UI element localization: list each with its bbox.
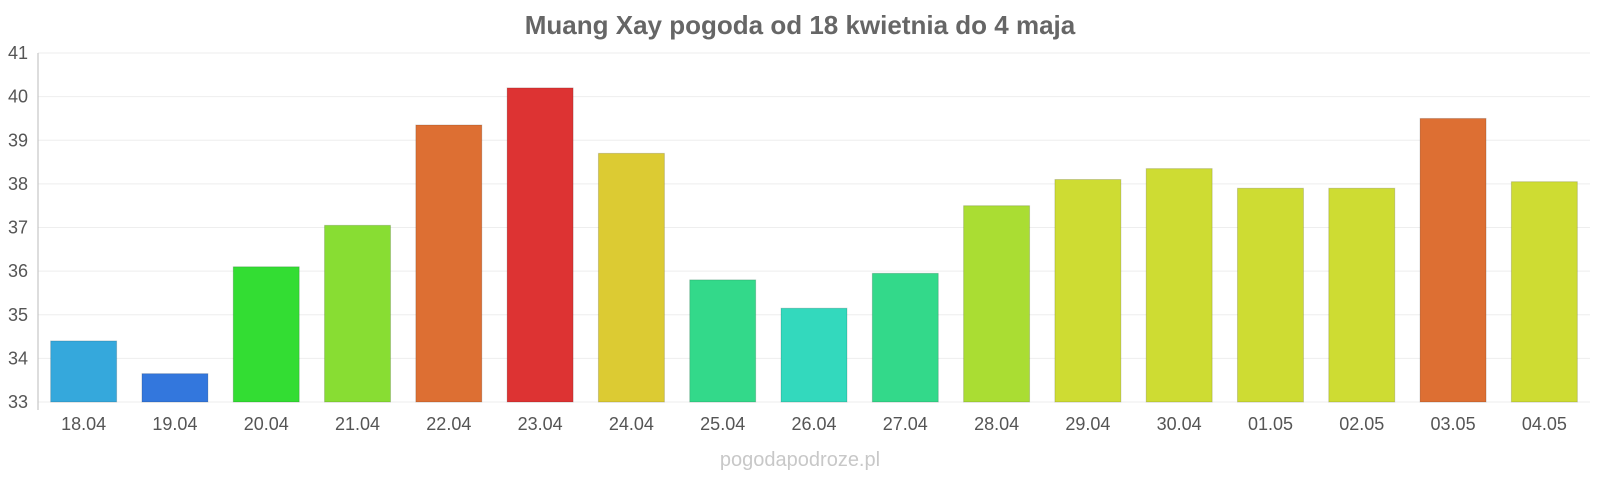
y-tick-label: 41	[8, 43, 28, 63]
bar	[1419, 117, 1487, 403]
bar	[1145, 168, 1213, 403]
x-tick-label: 02.05	[1339, 414, 1384, 434]
bar	[506, 87, 574, 403]
bar	[415, 124, 483, 403]
x-tick-label: 03.05	[1431, 414, 1476, 434]
y-tick-label: 38	[8, 174, 28, 194]
bar	[232, 266, 300, 403]
bar	[963, 205, 1031, 403]
x-tick-label: 25.04	[700, 414, 745, 434]
bar	[50, 340, 118, 403]
x-tick-label: 23.04	[518, 414, 563, 434]
x-tick-label: 26.04	[791, 414, 836, 434]
bar	[597, 152, 665, 403]
y-tick-label: 37	[8, 218, 28, 238]
bar	[1236, 187, 1304, 403]
x-tick-label: 04.05	[1522, 414, 1567, 434]
bar	[780, 307, 848, 403]
x-tick-label: 28.04	[974, 414, 1019, 434]
bar	[689, 279, 757, 403]
x-tick-label: 27.04	[883, 414, 928, 434]
watermark: pogodapodroze.pl	[719, 449, 881, 471]
y-tick-label: 39	[8, 130, 28, 150]
chart-title: Muang Xay pogoda od 18 kwietnia do 4 maj…	[524, 10, 1076, 40]
bar	[1510, 181, 1578, 403]
bar	[324, 224, 392, 403]
y-tick-label: 34	[8, 348, 28, 368]
y-tick-label: 36	[8, 261, 28, 281]
y-tick-label: 33	[8, 392, 28, 412]
y-tick-label: 40	[8, 87, 28, 107]
x-tick-label: 22.04	[426, 414, 471, 434]
x-tick-label: 20.04	[244, 414, 289, 434]
x-tick-label: 29.04	[1065, 414, 1110, 434]
bar	[1328, 187, 1396, 403]
x-tick-label: 30.04	[1157, 414, 1202, 434]
x-tick-label: 01.05	[1248, 414, 1293, 434]
bar	[141, 373, 209, 403]
bar	[1054, 179, 1122, 403]
x-tick-label: 19.04	[152, 414, 197, 434]
bar	[871, 272, 939, 403]
x-tick-label: 21.04	[335, 414, 380, 434]
y-tick-label: 35	[8, 305, 28, 325]
x-tick-label: 18.04	[61, 414, 106, 434]
x-tick-label: 24.04	[609, 414, 654, 434]
